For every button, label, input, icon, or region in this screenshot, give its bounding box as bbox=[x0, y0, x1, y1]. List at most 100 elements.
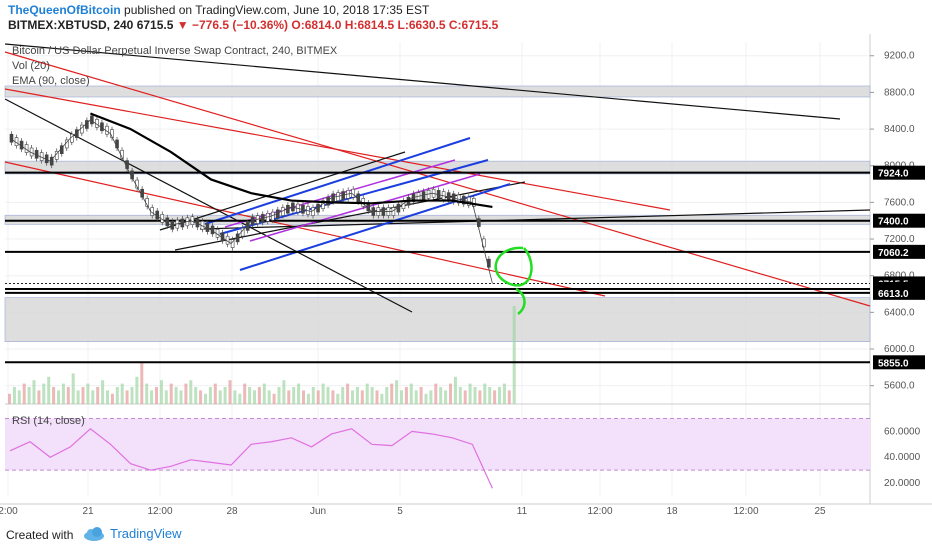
y-tick-label: 7600.0 bbox=[884, 197, 915, 208]
volume-bar bbox=[453, 376, 457, 404]
price-chart[interactable]: 60.0000 40.0000 20.0000 9200.0 8800.0 8400.0… bbox=[0, 34, 932, 522]
volume-bar bbox=[351, 390, 354, 404]
y-tick-label: 6400.0 bbox=[884, 307, 915, 318]
rsi-tick-label: 20.0000 bbox=[884, 478, 921, 489]
x-tick-label: 12:00 bbox=[587, 506, 612, 517]
volume-bar bbox=[135, 376, 139, 404]
footer: Created with TradingView bbox=[0, 522, 932, 550]
x-tick-label: 21 bbox=[82, 506, 94, 517]
volume-bar bbox=[223, 387, 227, 404]
volume-bar bbox=[287, 390, 291, 404]
volume-bar bbox=[17, 390, 21, 404]
volume-bar bbox=[478, 390, 482, 404]
volume-bar bbox=[449, 383, 452, 404]
y-tick-label: 8800.0 bbox=[884, 87, 915, 98]
volume-bar bbox=[47, 376, 51, 404]
volume-bar bbox=[115, 387, 119, 404]
ohlc-high: H:6814.5 bbox=[344, 18, 395, 32]
volume-bar bbox=[272, 393, 276, 404]
tradingview-logo[interactable]: TradingView bbox=[82, 526, 182, 541]
volume-bar bbox=[120, 383, 124, 404]
price-change: −776.5 (−10.36%) bbox=[191, 18, 289, 32]
volume-bar bbox=[101, 380, 105, 404]
price-axis[interactable]: 9200.08800.08400.08000.07600.07200.06800… bbox=[870, 51, 925, 392]
trend-line-black bbox=[174, 181, 526, 251]
volume-bar bbox=[360, 390, 364, 404]
volume-bar bbox=[110, 393, 114, 404]
rsi-tick-label: 60.0000 bbox=[884, 426, 921, 437]
level-tag bbox=[873, 213, 925, 228]
y-tick-label: 5600.0 bbox=[884, 381, 915, 392]
volume-bar bbox=[37, 390, 41, 404]
published-text: published on TradingView.com, June 10, 2… bbox=[124, 3, 430, 17]
volume-bar bbox=[414, 390, 418, 404]
volume-bar bbox=[346, 383, 350, 404]
volume-bars bbox=[8, 306, 516, 404]
ohlc-low: L:6630.5 bbox=[397, 18, 446, 32]
volume-bar bbox=[81, 387, 85, 404]
volume-bar bbox=[228, 380, 232, 404]
volume-bar bbox=[385, 387, 389, 404]
volume-bar bbox=[434, 383, 438, 404]
x-tick-label: 5 bbox=[397, 506, 403, 517]
symbol-label: BITMEX:XBTUSD, 240 bbox=[8, 18, 134, 32]
y-tick-label: 6800.0 bbox=[884, 271, 915, 282]
chart-legend: Bitcoin / US Dollar Perpetual Inverse Sw… bbox=[12, 45, 338, 427]
vol-legend: Vol (20) bbox=[12, 60, 50, 72]
volume-bar bbox=[355, 387, 359, 404]
volume-bar bbox=[8, 393, 11, 404]
y-tick-label: 8400.0 bbox=[884, 124, 915, 135]
volume-bar bbox=[336, 393, 340, 404]
level-tag bbox=[873, 165, 925, 180]
volume-bar bbox=[106, 390, 109, 404]
x-tick-label: 12:00 bbox=[147, 506, 172, 517]
volume-bar bbox=[204, 393, 207, 404]
volume-bar bbox=[267, 390, 271, 404]
volume-bar bbox=[277, 387, 281, 404]
y-tick-label: 6000.0 bbox=[884, 344, 915, 355]
volume-bar bbox=[66, 387, 70, 404]
volume-bar bbox=[253, 390, 256, 404]
volume-bar bbox=[483, 383, 487, 404]
symbol-line: BITMEX:XBTUSD, 240 6715.5 ▼ −776.5 (−10.… bbox=[8, 18, 498, 32]
volume-bar bbox=[91, 390, 95, 404]
volume-bar bbox=[199, 390, 203, 404]
volume-bar bbox=[331, 390, 335, 404]
volume-bar bbox=[502, 383, 506, 404]
volume-bar bbox=[498, 387, 501, 404]
volume-bar bbox=[248, 387, 252, 404]
volume-bar bbox=[130, 387, 134, 404]
trend-line-red bbox=[4, 51, 871, 307]
volume-bar bbox=[375, 390, 379, 404]
volume-bar bbox=[458, 387, 462, 404]
rsi-tick-label: 40.0000 bbox=[884, 452, 921, 463]
volume-bar bbox=[493, 390, 497, 404]
y-tick-label: 9200.0 bbox=[884, 51, 915, 62]
volume-bar bbox=[76, 390, 80, 404]
volume-bar bbox=[429, 390, 433, 404]
volume-bar bbox=[262, 383, 266, 404]
time-axis[interactable]: 2:00 21 12:00 28 Jun 5 11 12:00 18 12:00 25 bbox=[0, 506, 826, 517]
volume-bar bbox=[400, 390, 403, 404]
cloud-icon bbox=[84, 526, 104, 541]
candle-body bbox=[9, 133, 14, 143]
volume-bar bbox=[390, 383, 394, 404]
volume-bar bbox=[12, 387, 16, 404]
price-series-line bbox=[9, 119, 493, 284]
rsi-band bbox=[5, 418, 870, 471]
volume-bar bbox=[218, 390, 222, 404]
volume-bar bbox=[32, 380, 36, 404]
volume-bar bbox=[238, 393, 242, 404]
level-tag-label: 5855.0 bbox=[878, 358, 909, 369]
volume-bar bbox=[365, 383, 369, 404]
volume-bar bbox=[488, 387, 492, 404]
volume-bar bbox=[282, 380, 286, 404]
author-link[interactable]: TheQueenOfBitcoin bbox=[8, 3, 121, 17]
volume-bar bbox=[71, 373, 75, 404]
volume-bar bbox=[419, 387, 423, 404]
level-tag bbox=[873, 244, 925, 259]
trend-line-black bbox=[4, 98, 413, 313]
level-tag-label: 6613.0 bbox=[878, 289, 909, 300]
volume-bar bbox=[439, 387, 443, 404]
rsi-pane: 60.0000 40.0000 20.0000 bbox=[5, 417, 921, 489]
